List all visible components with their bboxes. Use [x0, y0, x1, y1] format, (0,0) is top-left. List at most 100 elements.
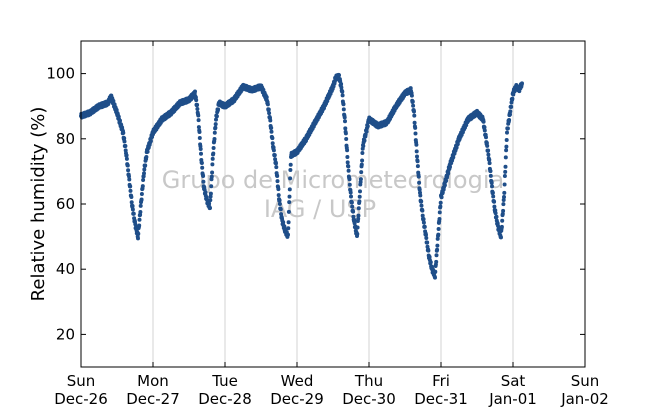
data-point: [433, 275, 437, 280]
data-point: [352, 218, 357, 223]
data-point: [339, 82, 344, 87]
data-point: [345, 148, 350, 153]
y-tick-label: 100: [46, 65, 75, 83]
data-point: [275, 173, 280, 178]
data-point: [213, 125, 218, 130]
data-point: [491, 194, 496, 199]
data-point: [286, 209, 291, 214]
data-point: [273, 157, 278, 162]
data-point: [142, 167, 147, 172]
data-point: [337, 73, 341, 78]
data-point: [211, 151, 216, 156]
x-tick-label-day: Mon: [137, 372, 169, 390]
data-point: [501, 208, 506, 213]
data-point: [415, 159, 420, 164]
data-point: [416, 174, 421, 179]
data-point: [286, 220, 291, 225]
data-point: [348, 190, 353, 195]
data-point: [356, 216, 361, 221]
data-point: [438, 200, 443, 205]
data-point: [130, 204, 135, 209]
data-point: [418, 193, 423, 198]
data-point: [344, 137, 349, 142]
data-point: [208, 198, 213, 203]
data-point: [351, 209, 356, 214]
data-point: [126, 168, 131, 173]
x-tick-label-date: Dec-28: [198, 390, 252, 408]
data-point: [118, 118, 122, 123]
y-tick-label: 80: [56, 130, 75, 148]
data-point: [287, 194, 292, 199]
data-point: [357, 199, 362, 204]
data-point: [137, 223, 142, 228]
data-point: [356, 206, 361, 211]
data-point: [410, 99, 415, 104]
data-point: [411, 103, 416, 108]
data-point: [208, 191, 213, 196]
data-point: [502, 173, 507, 178]
data-point: [424, 235, 429, 240]
data-point: [137, 217, 142, 222]
data-point: [196, 113, 201, 118]
data-point: [415, 164, 420, 169]
data-point: [499, 235, 503, 240]
data-point: [503, 169, 508, 174]
data-point: [210, 170, 215, 175]
data-point: [265, 102, 270, 107]
data-point: [136, 231, 141, 236]
data-point: [365, 124, 370, 129]
x-tick-label-day: Thu: [354, 372, 383, 390]
y-tick-label: 60: [56, 195, 75, 213]
x-tick-label-date: Dec-30: [342, 390, 396, 408]
x-tick-label-date: Dec-29: [270, 390, 324, 408]
data-point: [148, 139, 153, 144]
data-point: [196, 118, 201, 123]
x-tick-label-date: Dec-31: [414, 390, 468, 408]
data-point: [342, 115, 347, 120]
data-point: [502, 194, 506, 199]
data-point: [209, 174, 214, 179]
data-point: [484, 135, 488, 140]
data-point: [490, 184, 494, 189]
data-point: [270, 141, 275, 146]
data-point: [502, 182, 507, 187]
data-point: [124, 156, 129, 161]
data-point: [510, 96, 515, 101]
data-point: [138, 203, 143, 208]
data-point: [520, 81, 524, 86]
data-point: [210, 156, 215, 161]
data-point: [287, 187, 292, 192]
data-point: [355, 225, 360, 230]
data-point: [340, 93, 345, 98]
data-point: [439, 195, 444, 200]
data-point: [508, 112, 512, 117]
data-point: [127, 177, 132, 182]
data-point: [502, 190, 507, 195]
data-point: [343, 126, 348, 131]
data-point: [434, 259, 439, 264]
data-point: [482, 125, 487, 130]
data-point: [448, 164, 452, 169]
data-point: [198, 147, 203, 151]
data-point: [281, 220, 286, 225]
data-point: [361, 143, 366, 148]
data-point: [507, 118, 512, 123]
x-axis: SunDec-26MonDec-27TueDec-28WedDec-29ThuD…: [54, 41, 609, 408]
data-point: [201, 179, 206, 184]
data-point: [485, 143, 490, 148]
data-point: [200, 165, 205, 170]
data-point: [271, 148, 276, 153]
data-point: [275, 179, 280, 184]
data-point: [345, 154, 350, 159]
data-point: [482, 128, 487, 133]
data-point: [130, 207, 135, 212]
data-point: [127, 174, 131, 179]
data-point: [125, 163, 130, 168]
data-point: [145, 149, 150, 154]
data-point: [492, 204, 497, 209]
data-point: [508, 109, 513, 114]
data-point: [131, 211, 136, 216]
data-point: [358, 177, 363, 182]
data-points: [79, 72, 524, 280]
